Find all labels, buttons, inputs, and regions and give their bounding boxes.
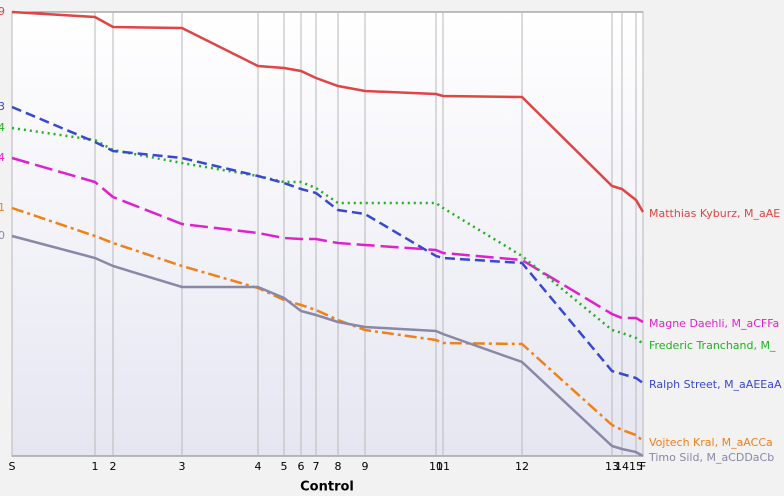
x-tick-label: 13: [605, 460, 619, 473]
series-line: [11, 10, 645, 213]
x-tick-label: 12: [515, 460, 529, 473]
x-tick-label: 15: [629, 460, 643, 473]
series-label: Ralph Street, M_aAEEaA: [649, 378, 782, 391]
series-line: [11, 206, 644, 442]
start-label: 3: [0, 100, 5, 113]
series-line: [11, 156, 644, 324]
x-tick-label: 14: [615, 460, 629, 473]
x-tick-label: S: [9, 460, 16, 473]
series-label: Magne Daehli, M_aCFFa: [649, 317, 779, 330]
start-label: 1: [0, 201, 5, 214]
x-tick-label: 1: [92, 460, 99, 473]
start-label: 4: [0, 151, 5, 164]
start-label: 9: [0, 5, 5, 18]
x-tick-label: 9: [362, 460, 369, 473]
series-label: Frederic Tranchand, M_: [649, 339, 776, 352]
x-tick-label: 8: [335, 460, 342, 473]
series-line: [11, 105, 644, 385]
x-tick-label: 5: [281, 460, 288, 473]
x-tick-label: 7: [313, 460, 320, 473]
series-label: Vojtech Kral, M_aACCa: [649, 436, 773, 449]
x-tick-label: 10: [429, 460, 443, 473]
x-tick-label: F: [640, 460, 646, 473]
start-label: 0: [0, 229, 5, 242]
series-label: Timo Sild, M_aCDDaCb: [648, 451, 774, 464]
series-line: [11, 234, 644, 458]
x-tick-label: 2: [110, 460, 117, 473]
plot-area: [11, 11, 644, 457]
x-axis-label: Control: [300, 480, 354, 495]
start-label: 4: [0, 121, 5, 134]
series-label: Matthias Kyburz, M_aAE: [649, 207, 780, 220]
x-tick-label: 11: [436, 460, 450, 473]
x-tick-label: 4: [255, 460, 262, 473]
series-line: [11, 126, 644, 345]
x-tick-label: 6: [298, 460, 305, 473]
x-tick-label: 3: [179, 460, 186, 473]
